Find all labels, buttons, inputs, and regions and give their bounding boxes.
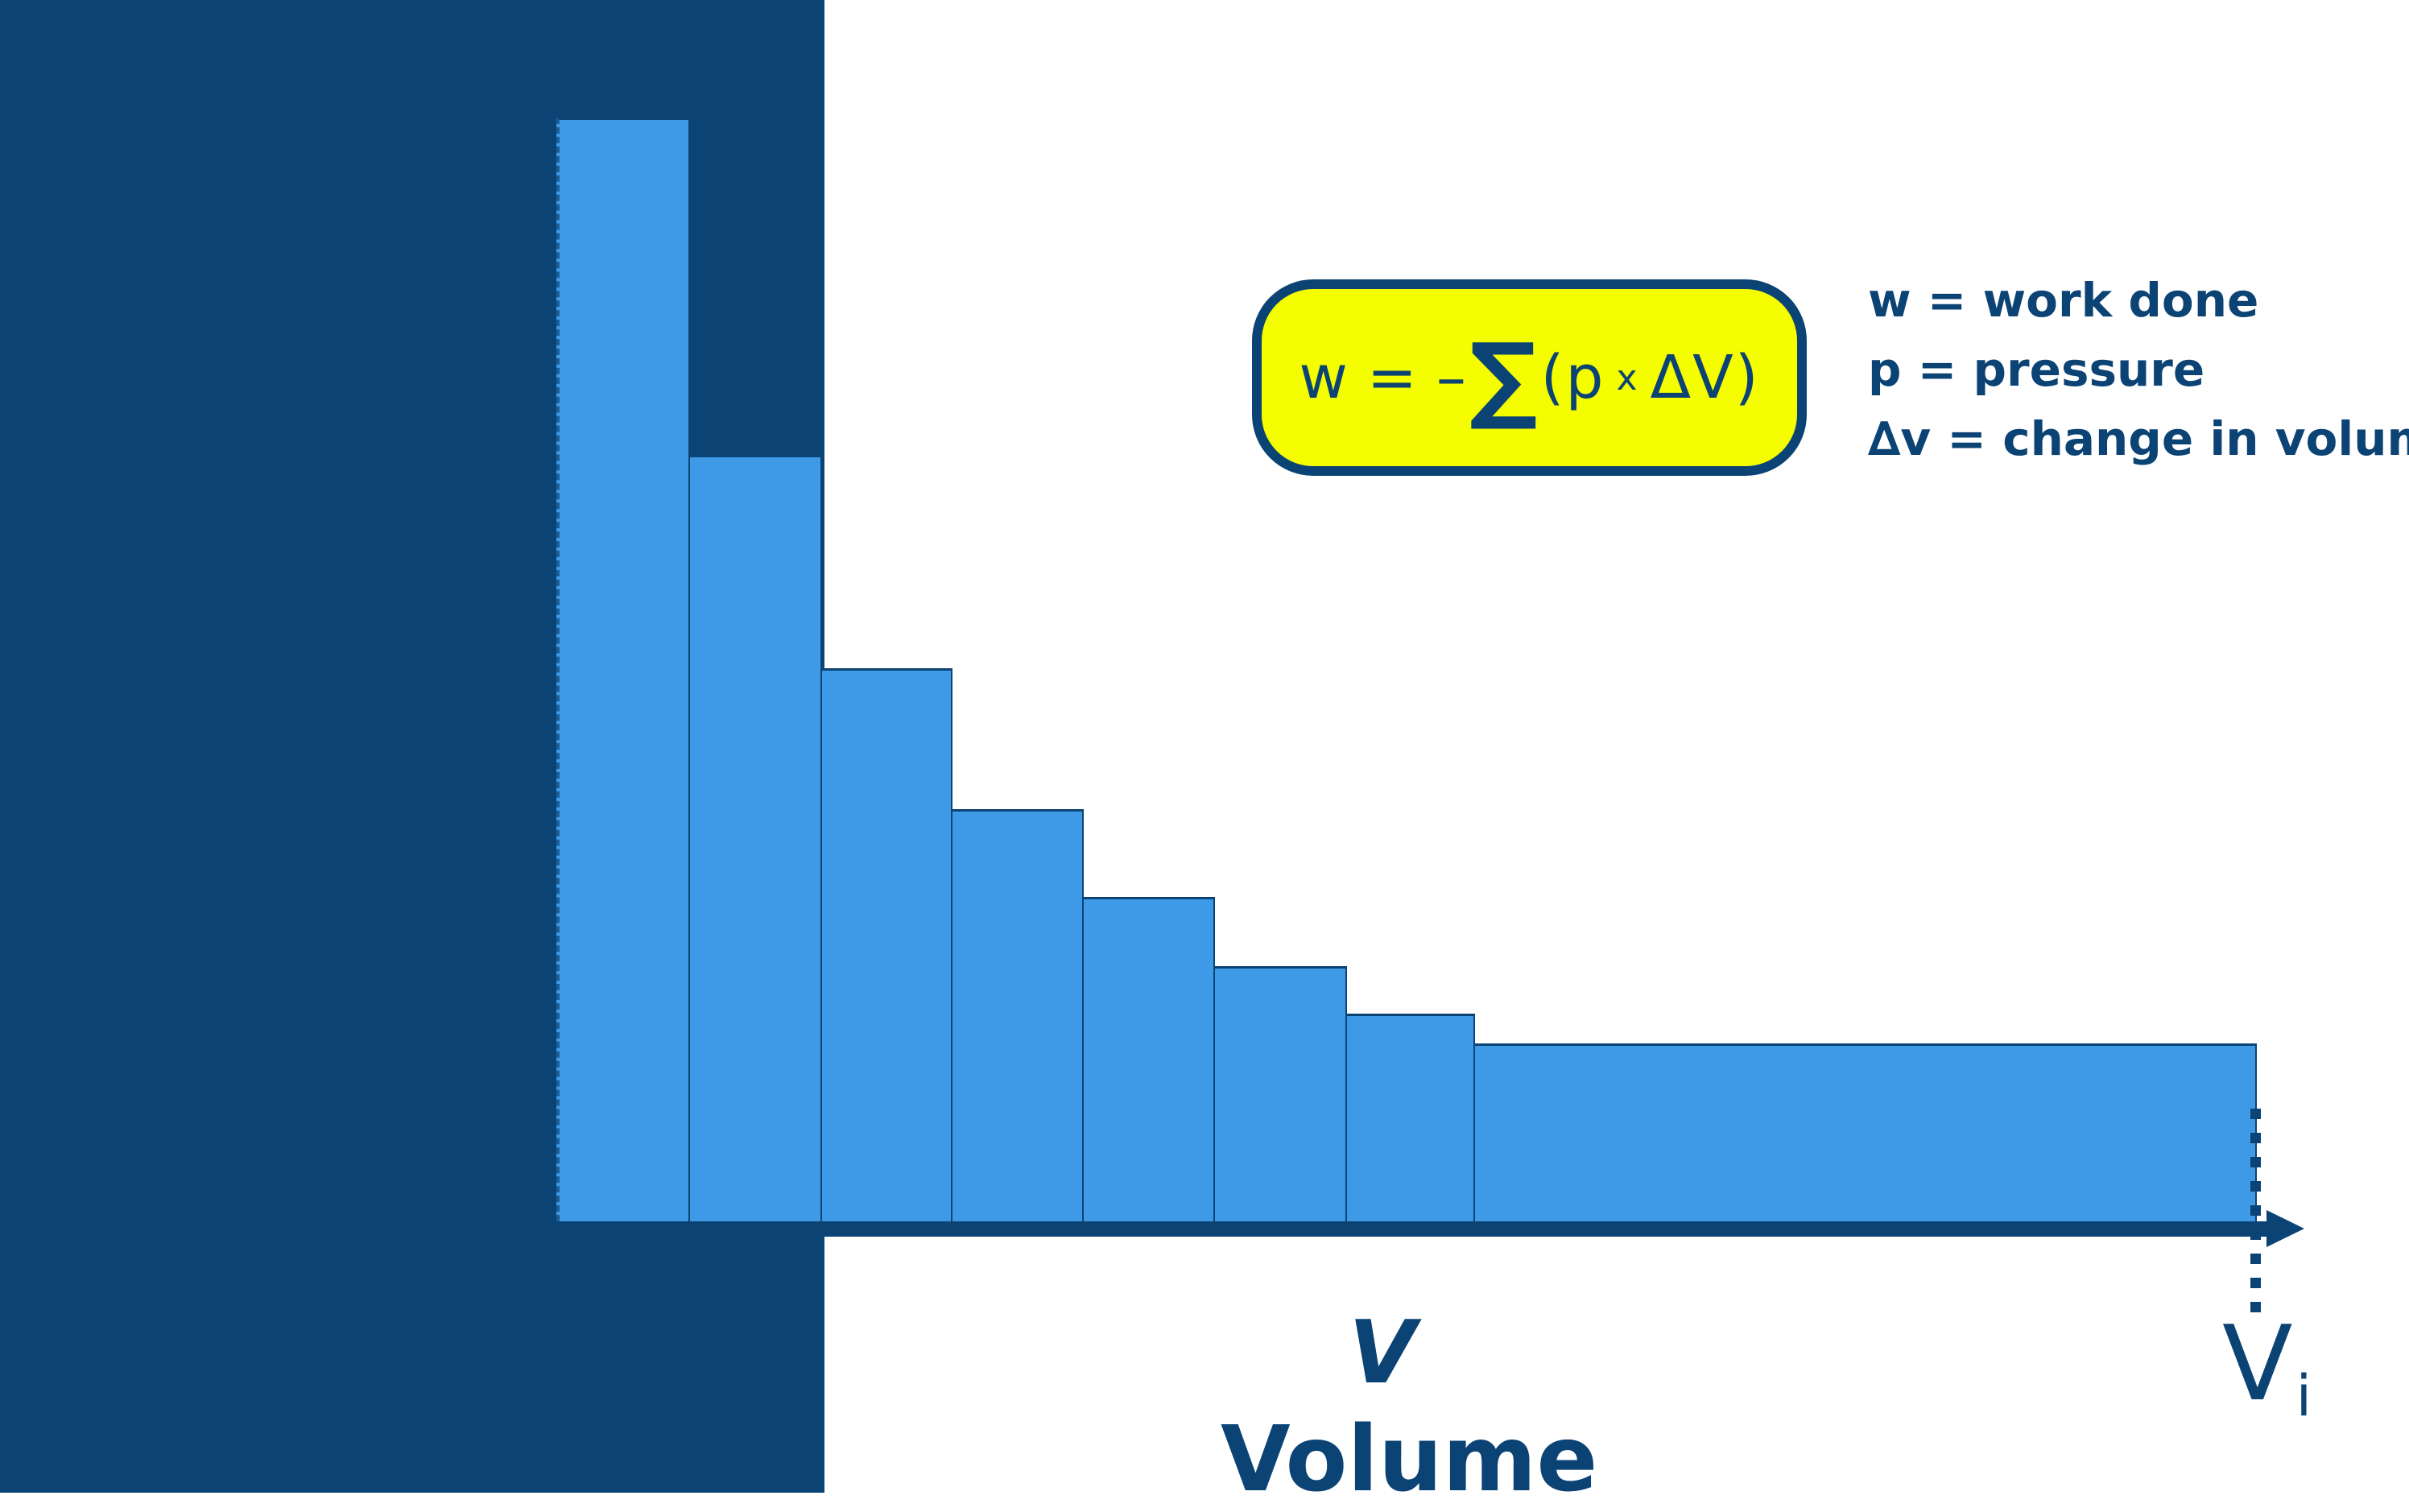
vi-label: Vi [2222, 1304, 2312, 1429]
formula-delta-v: ΔV) [1650, 343, 1760, 412]
axis-title: Volume [1221, 1407, 1598, 1512]
bar [952, 809, 1084, 1221]
bar [1347, 1014, 1475, 1221]
formula-box: w = – ∑ (p x ΔV) [1252, 279, 1807, 476]
sigma-icon: ∑ [1469, 322, 1539, 433]
formula-minus: – [1436, 343, 1468, 412]
vi-dotted-marker [2250, 1109, 2261, 1320]
bar [556, 118, 690, 1221]
bar [822, 668, 952, 1221]
legend-item-volume-change: ∆v = change in volume [1868, 411, 2409, 466]
formula-times: x [1616, 357, 1639, 399]
bar [1215, 966, 1347, 1221]
bar [690, 455, 822, 1221]
legend-item-work: w = work done [1868, 273, 2259, 328]
formula-open: (p [1540, 343, 1605, 412]
formula-equals: = [1366, 343, 1419, 412]
x-axis-line [556, 1221, 2271, 1237]
x-axis-arrow-icon [2266, 1210, 2304, 1247]
vi-subscript: i [2295, 1363, 2312, 1429]
legend-item-pressure: p = pressure [1868, 342, 2205, 397]
bar [1475, 1043, 2257, 1221]
bar [1084, 897, 1215, 1221]
formula-lhs: w [1299, 343, 1349, 412]
v-label: V [1349, 1303, 1416, 1403]
legend: w = work done p = pressure ∆v = change i… [1868, 266, 2409, 473]
vi-main: V [2222, 1304, 2293, 1424]
